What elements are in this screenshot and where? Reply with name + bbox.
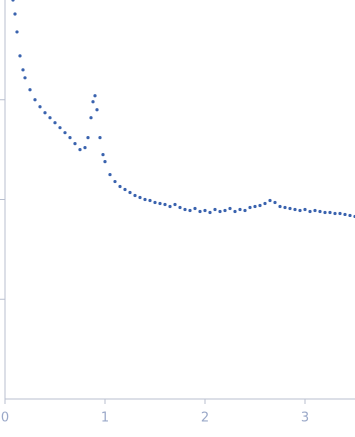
point (78, 148, 81, 151)
point (328, 211, 331, 214)
point (93, 94, 96, 97)
point (101, 153, 104, 156)
point (218, 210, 221, 213)
point (63, 131, 66, 134)
point (33, 98, 36, 101)
point (253, 205, 256, 208)
point (28, 88, 31, 91)
point (338, 212, 341, 215)
point (103, 160, 106, 163)
point (283, 206, 286, 209)
point (238, 208, 241, 211)
point (108, 173, 111, 176)
point (258, 204, 261, 207)
point (228, 207, 231, 210)
point (128, 191, 131, 194)
point (188, 209, 191, 212)
point (43, 111, 46, 114)
point (268, 199, 271, 202)
point (98, 136, 101, 139)
point (53, 121, 56, 124)
point (288, 207, 291, 210)
point (58, 126, 61, 129)
point (163, 203, 166, 206)
point (123, 188, 126, 191)
point (13, 12, 16, 15)
point (183, 208, 186, 211)
point (23, 76, 26, 79)
point (48, 116, 51, 119)
point (138, 196, 141, 199)
point (248, 206, 251, 209)
point (83, 146, 86, 149)
point (86, 136, 89, 139)
point (38, 105, 41, 108)
point (133, 194, 136, 197)
point (213, 208, 216, 211)
point (308, 210, 311, 213)
point (118, 185, 121, 188)
point (21, 68, 24, 71)
point (273, 201, 276, 204)
x-tick-label: 1 (101, 411, 109, 426)
point (153, 201, 156, 204)
point (113, 180, 116, 183)
point (89, 116, 92, 119)
point (203, 209, 206, 212)
point (91, 100, 94, 103)
point (173, 203, 176, 206)
point (95, 108, 98, 111)
point (223, 209, 226, 212)
point (15, 30, 18, 33)
point (313, 209, 316, 212)
point (343, 213, 346, 216)
point (178, 206, 181, 209)
x-tick-label: 2 (201, 411, 209, 426)
point (318, 210, 321, 213)
point (73, 142, 76, 145)
point (208, 211, 211, 214)
x-tick-label: 3 (301, 411, 309, 426)
x-tick-label: 0 (1, 411, 9, 426)
point (158, 202, 161, 205)
point (278, 205, 281, 208)
point (348, 214, 351, 217)
point (18, 54, 21, 57)
point (233, 210, 236, 213)
point (243, 209, 246, 212)
point (263, 202, 266, 205)
point (303, 208, 306, 211)
point (193, 207, 196, 210)
point (323, 211, 326, 214)
point (293, 208, 296, 211)
point (333, 212, 336, 215)
point (68, 136, 71, 139)
point (148, 199, 151, 202)
point (11, 0, 14, 2)
point (168, 205, 171, 208)
point (298, 209, 301, 212)
point (198, 210, 201, 213)
point (143, 198, 146, 201)
